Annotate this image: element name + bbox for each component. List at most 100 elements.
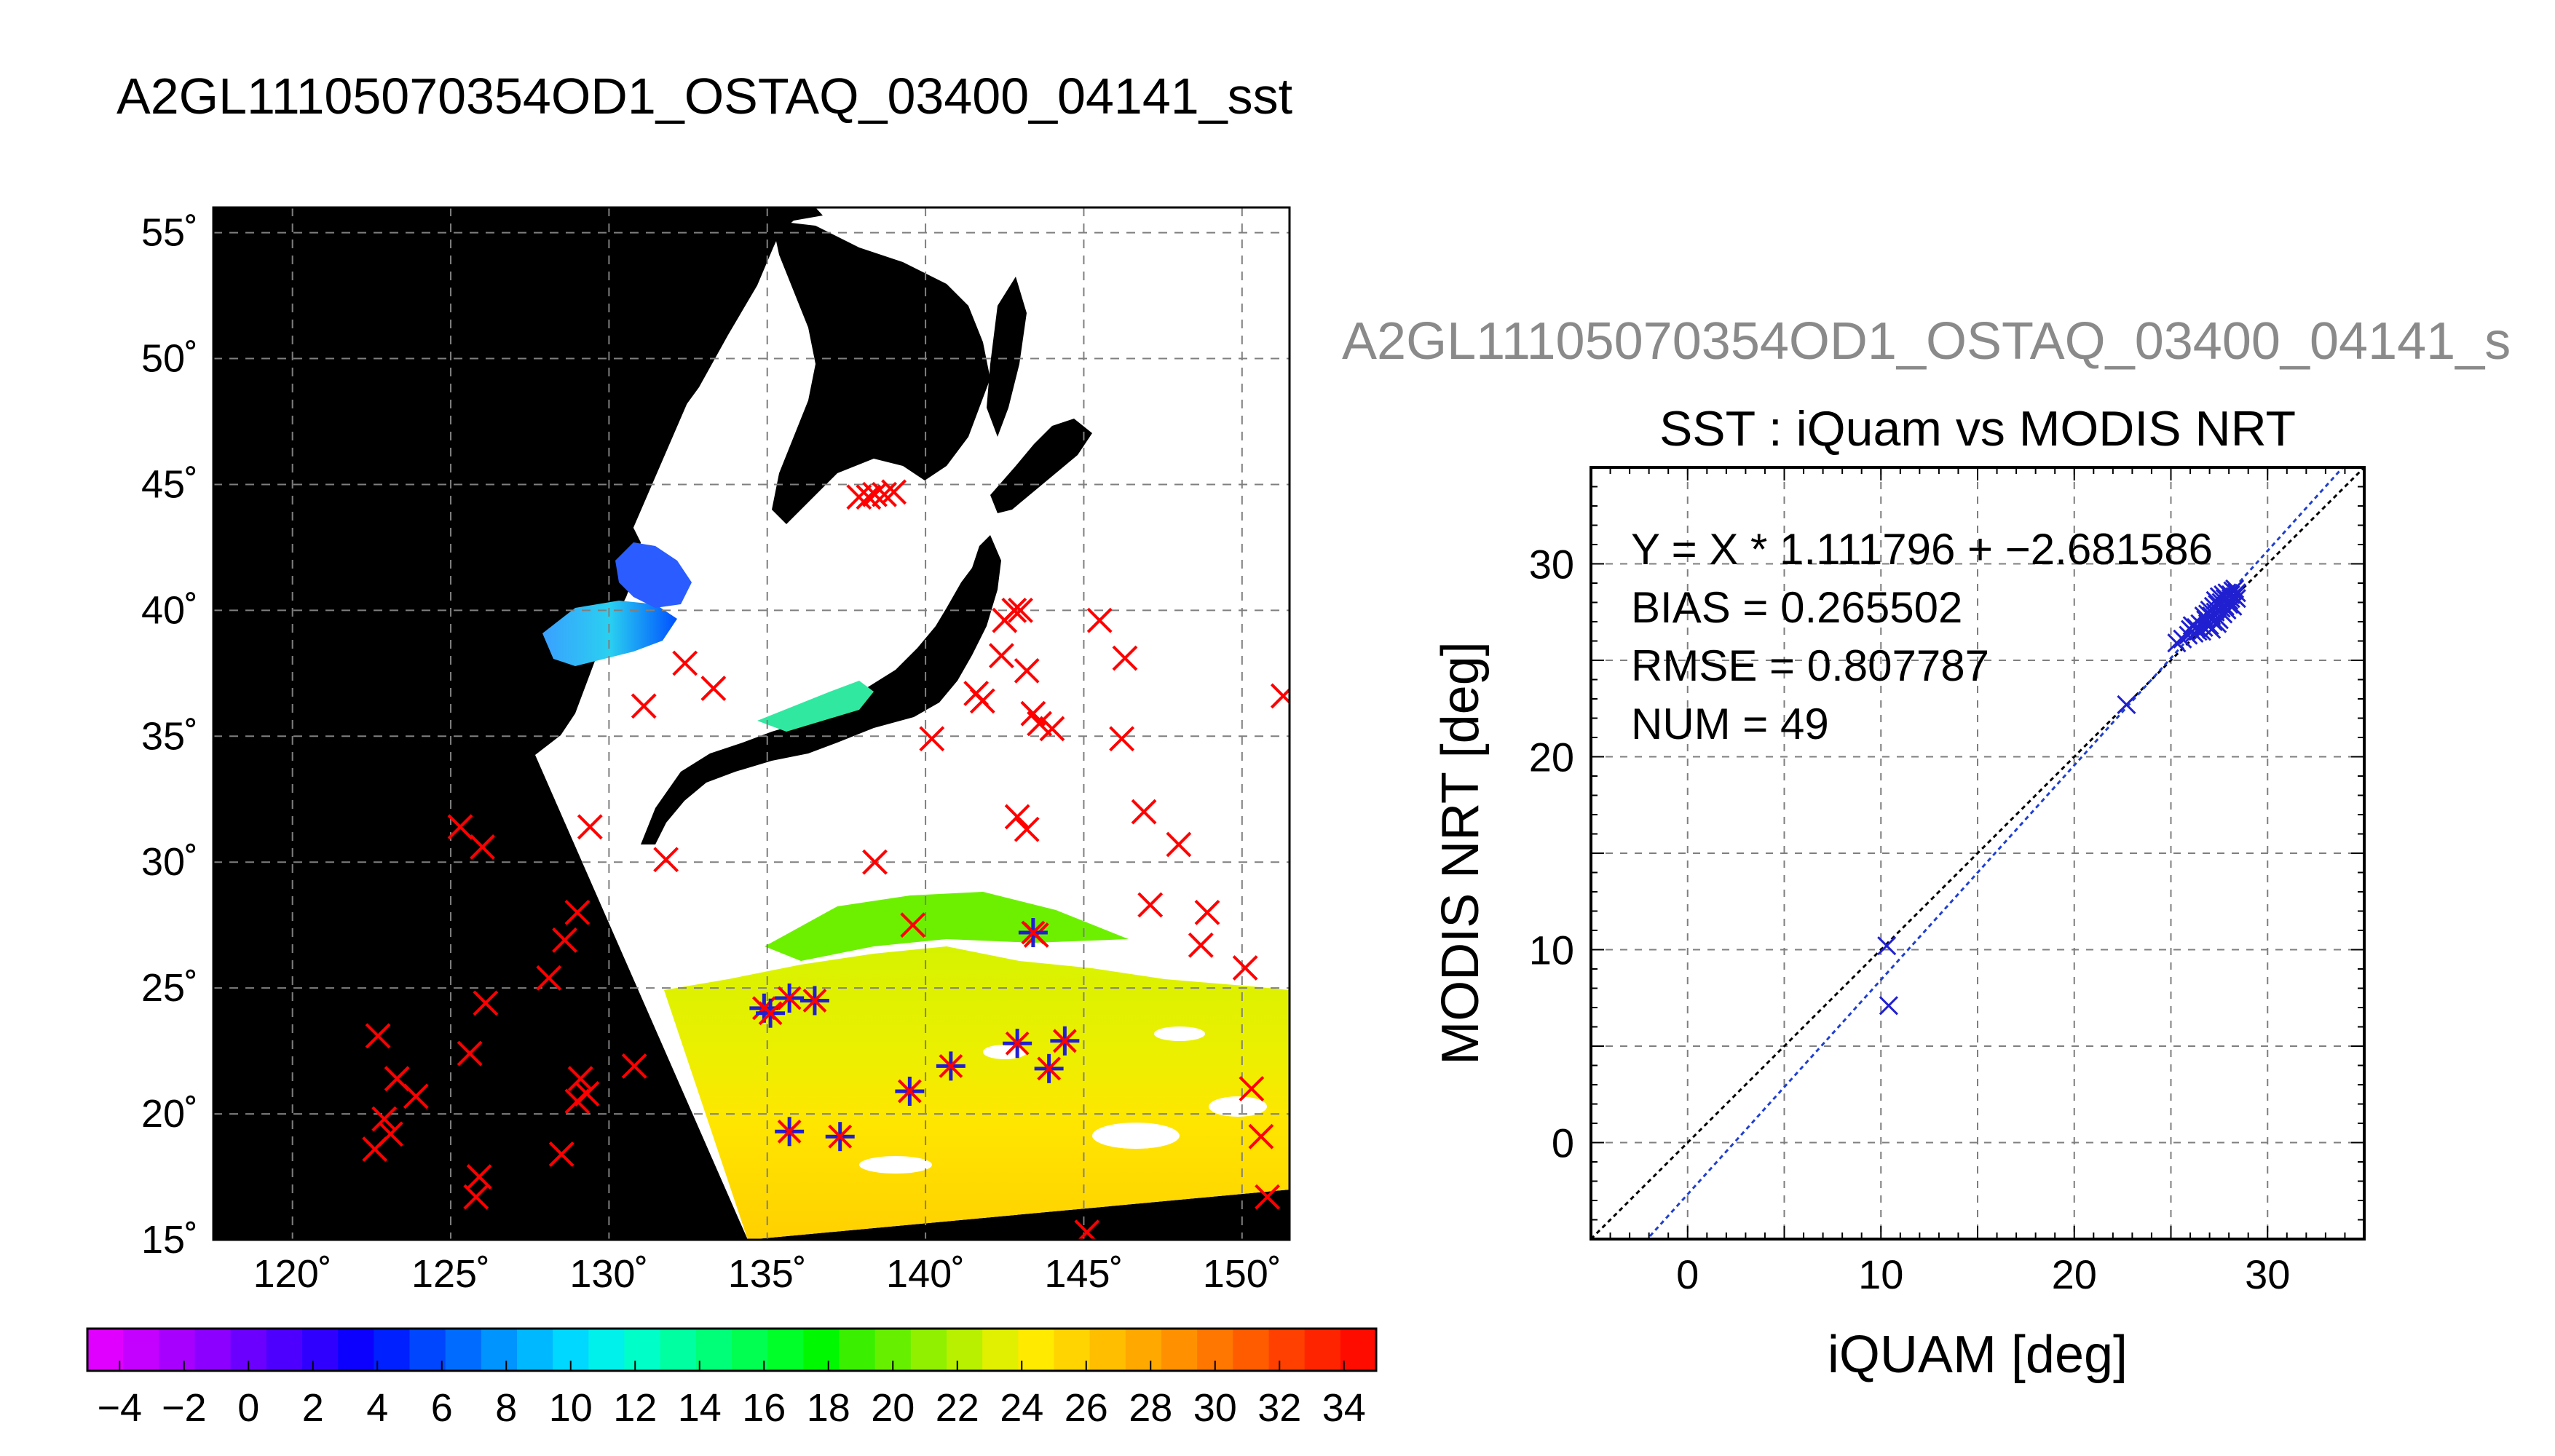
scatter-point	[2173, 629, 2192, 649]
map-red-x-marker	[1270, 683, 1290, 709]
map-x-tick-labels: 120˚ 125˚ 130˚ 135˚ 140˚ 145˚ 150˚	[253, 1252, 1282, 1296]
map-red-x-marker	[463, 1184, 489, 1210]
colorbar-cell	[732, 1329, 768, 1371]
scatter-x-tick-label: 20	[2052, 1251, 2097, 1297]
scatter-point	[1879, 996, 1898, 1016]
map-red-x-marker	[466, 1164, 492, 1190]
map-red-x-marker	[1166, 831, 1192, 858]
map-red-x-marker	[1008, 597, 1033, 623]
scatter-y-tick-labels: 0 10 20 30	[1529, 542, 1574, 1166]
map-red-x-marker	[365, 1023, 391, 1049]
map-red-x-marker	[362, 1136, 388, 1162]
map-x-tick-label: 150˚	[1203, 1252, 1282, 1296]
map-blue-star-marker	[1018, 918, 1048, 948]
colorbar-tick-label: 4	[366, 1386, 388, 1430]
scatter-point	[2208, 614, 2227, 633]
map-red-x-marker	[653, 847, 679, 873]
map-x-tick-label: 145˚	[1044, 1252, 1123, 1296]
map-red-x-marker	[631, 693, 657, 719]
colorbar-cell	[481, 1329, 518, 1371]
land-hokkaido	[990, 419, 1092, 513]
map-blue-star-marker	[775, 1117, 805, 1147]
colorbar-tick-label: 22	[936, 1386, 979, 1430]
scatter-point	[1877, 936, 1897, 956]
scatter-figure-title: A2GL11105070354OD1_OSTAQ_03400_04141_s	[1342, 312, 2511, 371]
map-blue-star-marker	[895, 1076, 925, 1106]
map-y-tick-label: 30˚	[141, 840, 198, 884]
map-red-x-marker	[548, 1141, 574, 1167]
map-y-tick-label: 55˚	[141, 211, 198, 255]
sst-warm-region	[664, 946, 1290, 1240]
colorbar-cell	[910, 1329, 947, 1371]
scatter-x-tick-label: 30	[2245, 1251, 2290, 1297]
colorbar-tick-label: 30	[1193, 1386, 1237, 1430]
colorbar-tick-label: 8	[495, 1386, 517, 1430]
colorbar-cell	[1161, 1329, 1198, 1371]
colorbar-tick-label: 0	[237, 1386, 259, 1430]
sst-green-band	[765, 892, 1129, 961]
map-red-x-marker	[536, 965, 562, 991]
colorbar-tick-label: 10	[549, 1386, 593, 1430]
colorbar-cell	[660, 1329, 697, 1371]
map-red-x-marker	[1109, 726, 1135, 752]
map-red-x-marker	[1004, 804, 1030, 830]
map-y-tick-label: 40˚	[141, 588, 198, 632]
colorbar-cell	[1268, 1329, 1306, 1371]
scatter-y-axis-label: MODIS NRT [deg]	[1431, 641, 1490, 1065]
colorbar-cell	[1340, 1329, 1377, 1371]
colorbar-cell	[803, 1329, 840, 1371]
map-red-x-marker	[1014, 657, 1040, 684]
scatter-identity-line	[1591, 467, 2364, 1239]
colorbar-cell	[1054, 1329, 1091, 1371]
map-red-x-marker	[564, 899, 591, 925]
map-red-x-marker	[1232, 955, 1258, 981]
map-red-x-marker	[1027, 711, 1052, 737]
map-red-x-marker	[846, 484, 872, 510]
colorbar-cell	[445, 1329, 482, 1371]
colorbar-cell	[624, 1329, 661, 1371]
map-y-tick-label: 50˚	[141, 337, 198, 381]
map-red-x-marker	[552, 927, 577, 953]
map-red-x-marker	[577, 814, 603, 840]
map-matchup-markers	[362, 479, 1290, 1240]
colorbar-tick-labels: −4 −2 0 2 4 6 8 10 12 14 16 18 20 22 24 26 28 30 32 34	[97, 1361, 1366, 1430]
scatter-fit-line	[1646, 467, 2345, 1239]
scatter-point	[2227, 583, 2246, 603]
scatter-grid	[1591, 467, 2364, 1239]
map-y-tick-label: 20˚	[141, 1092, 198, 1136]
scatter-stat-line: BIAS = 0.265502	[1631, 583, 1962, 632]
map-panel: 120˚ 125˚ 130˚ 135˚ 140˚ 145˚ 150˚ 15˚ 20˚ 25˚ 30…	[141, 206, 1291, 1296]
colorbar-tick-label: 12	[613, 1386, 657, 1430]
colorbar-tick-label: 14	[678, 1386, 722, 1430]
scatter-minor-ticks	[1590, 467, 2365, 1240]
map-red-x-marker	[564, 1088, 591, 1115]
map-red-x-marker	[457, 1040, 483, 1067]
colorbar-cell	[194, 1329, 232, 1371]
map-red-x-marker	[862, 849, 888, 875]
colorbar-tick-label: −4	[97, 1386, 142, 1430]
sst-japan-sea	[615, 542, 692, 608]
map-y-tick-label: 45˚	[141, 462, 198, 506]
map-red-x-marker	[1112, 645, 1138, 671]
map-blue-star-marker	[1034, 1053, 1064, 1083]
scatter-stats: Y = X * 1.111796 + −2.681586 BIAS = 0.265…	[1631, 525, 2213, 748]
scatter-points	[1877, 579, 2246, 1016]
scatter-x-tick-label: 0	[1676, 1251, 1699, 1297]
map-red-x-marker	[1001, 597, 1027, 623]
colorbar: −4 −2 0 2 4 6 8 10 12 14 16 18 20 22 24 26 28 30 32 34	[86, 1327, 1378, 1430]
map-red-x-marker	[621, 1053, 647, 1079]
colorbar-tick-label: 28	[1129, 1386, 1172, 1430]
map-red-x-marker	[1255, 1184, 1280, 1210]
map-red-x-marker	[1074, 1219, 1100, 1240]
scatter-y-tick-label: 30	[1529, 542, 1574, 587]
land-sakhalin	[987, 277, 1027, 437]
map-red-x-marker	[470, 834, 495, 860]
scatter-point	[2184, 623, 2204, 643]
map-red-x-marker	[1137, 892, 1164, 918]
colorbar-tick-label: 2	[302, 1386, 324, 1430]
colorbar-cell	[695, 1329, 732, 1371]
scatter-x-tick-label: 10	[1858, 1251, 1903, 1297]
map-red-x-marker	[1248, 1123, 1274, 1150]
map-red-x-marker	[919, 726, 945, 752]
